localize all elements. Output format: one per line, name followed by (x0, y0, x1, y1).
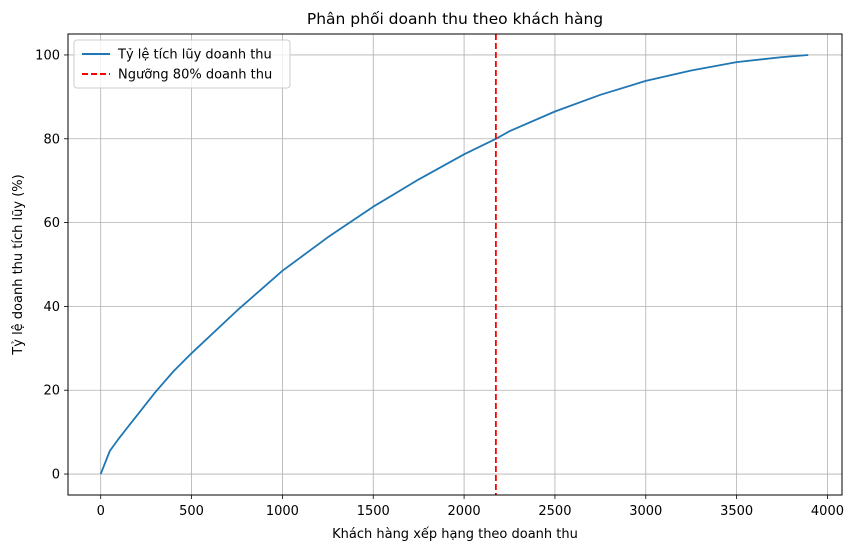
legend-label-threshold: Ngưỡng 80% doanh thu (118, 68, 272, 83)
y-axis-title: Tỷ lệ doanh thu tích lũy (%) (11, 174, 26, 355)
chart-title: Phân phối doanh thu theo khách hàng (307, 10, 603, 28)
x-tick-label: 0 (97, 504, 105, 519)
axis-ticks: 0 500 1000 1500 2000 2500 3000 3500 4000 0 20 40 60 8… (35, 48, 844, 519)
y-tick-label: 0 (52, 468, 60, 483)
y-tick-label: 60 (43, 216, 60, 231)
x-tick-label: 2000 (448, 504, 481, 519)
x-tick-label: 3500 (720, 504, 753, 519)
legend-box (73, 39, 291, 89)
y-tick-label: 80 (43, 132, 60, 147)
x-tick-label: 1500 (357, 504, 390, 519)
x-axis-title: Khách hàng xếp hạng theo doanh thu (332, 527, 578, 542)
legend: Tỷ lệ tích lũy doanh thu Ngưỡng 80% doan… (73, 39, 291, 89)
x-tick-label: 4000 (811, 504, 844, 519)
cumulative-revenue-line (99, 54, 809, 475)
grid (68, 34, 842, 495)
legend-label-cumulative: Tỷ lệ tích lũy doanh thu (117, 48, 272, 63)
plot-series (99, 34, 809, 495)
y-tick-label: 100 (35, 48, 60, 63)
y-tick-label: 20 (43, 384, 60, 399)
x-tick-label: 2500 (538, 504, 571, 519)
plot-frame (67, 33, 843, 496)
x-tick-label: 500 (179, 504, 204, 519)
y-tick-label: 40 (43, 300, 60, 315)
x-tick-label: 1000 (266, 504, 299, 519)
x-tick-label: 3000 (629, 504, 662, 519)
